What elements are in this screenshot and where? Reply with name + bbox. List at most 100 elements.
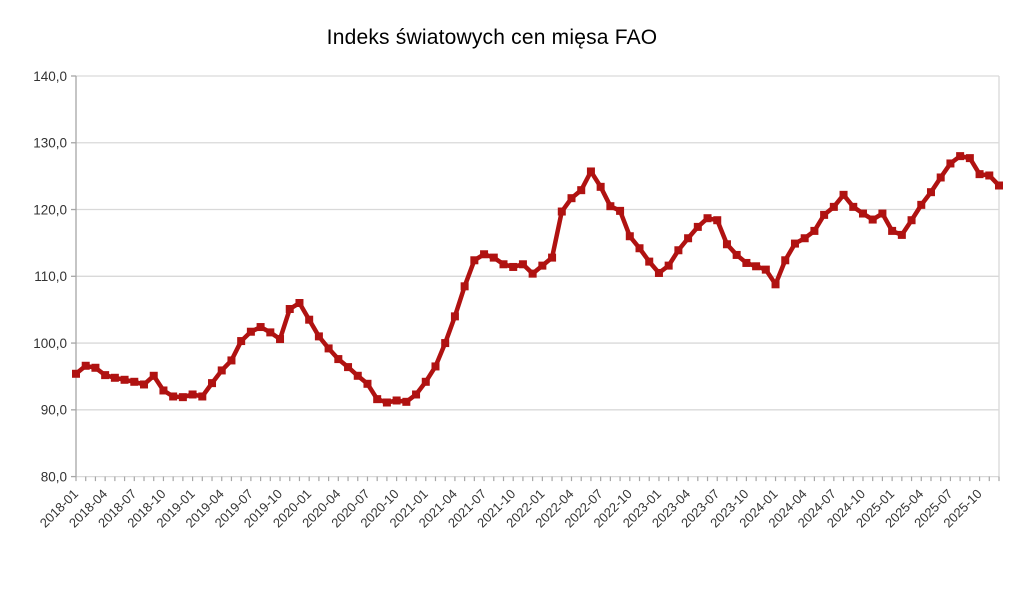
- data-point-marker: [460, 282, 469, 291]
- data-point-marker: [897, 230, 906, 239]
- data-point-marker: [256, 323, 265, 332]
- data-point-marker: [722, 240, 731, 249]
- data-point-marker: [72, 369, 80, 378]
- data-point-marker: [674, 246, 683, 255]
- data-point-marker: [606, 202, 615, 211]
- data-point-marker: [450, 312, 459, 321]
- data-point-marker: [392, 396, 401, 405]
- data-point-marker: [169, 392, 178, 401]
- data-point-marker: [81, 361, 90, 370]
- data-point-marker: [548, 253, 557, 262]
- data-point-marker: [305, 315, 314, 324]
- data-point-marker: [208, 379, 217, 388]
- y-axis-label: 140,0: [33, 69, 67, 84]
- data-point-marker: [130, 377, 139, 386]
- data-point-marker: [975, 170, 984, 179]
- data-point-marker: [295, 299, 304, 308]
- data-point-marker: [188, 390, 197, 399]
- y-axis-label: 110,0: [34, 269, 67, 284]
- y-axis-label: 90,0: [41, 403, 67, 418]
- data-point-marker: [995, 181, 1003, 190]
- data-point-marker: [616, 206, 625, 215]
- data-point-marker: [314, 332, 323, 341]
- y-axis-label: 130,0: [33, 136, 67, 151]
- data-point-marker: [926, 188, 935, 197]
- data-point-marker: [635, 244, 644, 253]
- data-point-marker: [353, 371, 362, 380]
- data-point-marker: [800, 234, 809, 243]
- data-point-marker: [198, 392, 207, 401]
- data-point-marker: [373, 395, 382, 404]
- data-point-marker: [907, 216, 916, 225]
- data-point-marker: [324, 344, 333, 353]
- data-point-marker: [91, 363, 100, 372]
- data-point-marker: [120, 375, 129, 384]
- data-point-marker: [946, 159, 955, 168]
- data-point-marker: [480, 250, 489, 259]
- data-point-marker: [538, 261, 547, 270]
- data-point-marker: [246, 327, 255, 336]
- data-point-marker: [693, 222, 702, 231]
- data-point-marker: [431, 362, 440, 371]
- data-point-marker: [499, 260, 508, 269]
- data-point-marker: [577, 186, 586, 195]
- data-point-marker: [625, 232, 634, 241]
- data-point-marker: [985, 171, 994, 180]
- data-point-marker: [421, 377, 430, 386]
- data-point-marker: [237, 337, 246, 346]
- data-point-marker: [149, 371, 158, 380]
- data-point-marker: [344, 363, 353, 372]
- data-point-marker: [936, 173, 945, 182]
- data-point-marker: [761, 265, 770, 274]
- data-point-marker: [596, 182, 605, 191]
- data-point-marker: [839, 190, 848, 199]
- data-point-marker: [917, 200, 926, 209]
- data-point-marker: [703, 214, 712, 223]
- data-point-marker: [645, 257, 654, 266]
- data-point-marker: [829, 202, 838, 211]
- data-point-marker: [489, 253, 498, 262]
- data-point-marker: [586, 167, 595, 176]
- data-point-marker: [441, 339, 450, 348]
- y-axis-label: 100,0: [33, 336, 67, 351]
- chart-title: Indeks światowych cen mięsa FAO: [326, 26, 658, 49]
- data-point-marker: [528, 269, 537, 278]
- data-point-marker: [159, 386, 168, 395]
- data-point-marker: [470, 256, 479, 265]
- data-point-marker: [888, 226, 897, 235]
- data-point-marker: [412, 390, 421, 399]
- data-point-marker: [285, 305, 294, 314]
- data-point-marker: [178, 393, 187, 402]
- data-point-marker: [363, 379, 372, 388]
- data-point-marker: [771, 280, 780, 289]
- data-point-marker: [276, 335, 285, 344]
- data-point-marker: [382, 398, 391, 407]
- data-point-marker: [101, 371, 110, 380]
- y-axis-label: 120,0: [33, 202, 67, 217]
- data-point-marker: [654, 268, 663, 277]
- data-point-marker: [227, 356, 236, 365]
- price-line: [74, 153, 1001, 405]
- data-point-marker: [742, 258, 751, 267]
- data-point-marker: [402, 397, 411, 406]
- data-point-marker: [752, 262, 761, 271]
- y-axis-label: 80,0: [41, 469, 67, 484]
- data-point-marker: [878, 209, 887, 218]
- data-point-marker: [664, 261, 673, 270]
- data-point-marker: [509, 262, 518, 271]
- data-point-marker: [266, 328, 275, 337]
- data-point-marker: [820, 210, 829, 219]
- data-point-marker: [334, 355, 343, 364]
- data-point-marker: [110, 373, 119, 382]
- data-point-marker: [732, 250, 741, 259]
- data-point-marker: [713, 216, 722, 225]
- data-point-marker: [557, 207, 566, 216]
- data-point-marker: [781, 256, 790, 265]
- data-point-marker: [956, 152, 965, 161]
- data-point-marker: [140, 380, 149, 389]
- data-point-marker: [217, 366, 226, 375]
- data-point-marker: [567, 194, 576, 203]
- data-point-marker: [849, 202, 858, 211]
